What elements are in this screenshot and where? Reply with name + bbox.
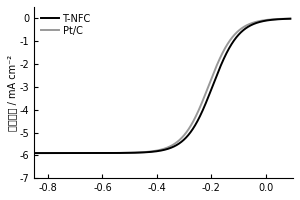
Pt/C bbox=[77, 152, 80, 154]
T-NFC bbox=[32, 152, 36, 154]
Pt/C bbox=[289, 18, 292, 20]
T-NFC bbox=[284, 18, 287, 20]
Pt/C bbox=[62, 152, 65, 154]
T-NFC bbox=[131, 151, 134, 154]
T-NFC bbox=[289, 17, 292, 20]
Line: Pt/C: Pt/C bbox=[34, 19, 290, 153]
Pt/C bbox=[32, 152, 36, 154]
Y-axis label: 电流密度 / mA cm⁻²: 电流密度 / mA cm⁻² bbox=[7, 55, 17, 131]
Pt/C bbox=[284, 18, 287, 20]
Pt/C bbox=[256, 21, 260, 24]
T-NFC bbox=[256, 20, 260, 23]
Pt/C bbox=[142, 151, 146, 154]
Legend: T-NFC, Pt/C: T-NFC, Pt/C bbox=[39, 12, 93, 38]
Pt/C bbox=[131, 152, 134, 154]
T-NFC bbox=[62, 152, 65, 154]
T-NFC bbox=[77, 152, 80, 154]
Line: T-NFC: T-NFC bbox=[34, 19, 290, 153]
T-NFC bbox=[142, 151, 146, 153]
